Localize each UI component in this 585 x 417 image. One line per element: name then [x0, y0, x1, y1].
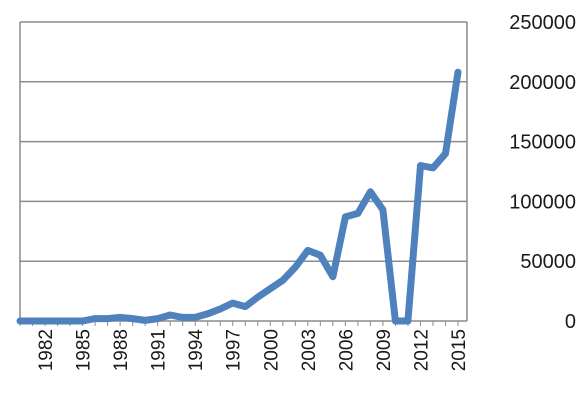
data-point — [155, 316, 161, 322]
data-point — [367, 189, 373, 195]
data-point — [455, 69, 461, 75]
y-tick-label: 150000 — [509, 132, 576, 154]
data-point — [442, 151, 448, 157]
y-tick-labels: 0 50000 100000 150000 200000 250000 — [509, 12, 576, 333]
y-tick-label: 50000 — [520, 251, 576, 273]
data-point — [255, 294, 261, 300]
data-point — [17, 318, 23, 324]
data-point — [242, 304, 248, 310]
data-point — [142, 317, 148, 323]
data-point — [405, 318, 411, 324]
x-tick-label: 1982 — [36, 329, 57, 371]
x-tick-label: 2009 — [374, 329, 395, 371]
data-point — [430, 165, 436, 171]
y-tick-label: 200000 — [509, 72, 576, 94]
x-tick-label: 2000 — [261, 329, 282, 371]
data-point — [355, 210, 361, 216]
data-point — [330, 274, 336, 280]
data-point — [180, 314, 186, 320]
data-point — [267, 286, 273, 292]
x-tick-label: 2006 — [336, 329, 357, 371]
x-tick-label: 1988 — [111, 329, 132, 371]
data-point — [42, 318, 48, 324]
y-tick-label: 250000 — [509, 12, 576, 34]
data-point — [167, 312, 173, 318]
data-point — [417, 163, 423, 169]
data-point — [117, 314, 123, 320]
data-point — [130, 316, 136, 322]
data-point — [30, 318, 36, 324]
data-point — [230, 300, 236, 306]
data-point — [92, 316, 98, 322]
data-point — [317, 252, 323, 258]
x-tick-label: 2012 — [411, 329, 432, 371]
x-tick-label: 1994 — [186, 329, 207, 372]
data-point — [292, 264, 298, 270]
x-tick-labels: 1982 1985 1988 1991 1994 1997 2000 2003 2006 2009… — [36, 329, 470, 372]
x-tick-label: 2003 — [299, 329, 320, 371]
x-tick-label: 2015 — [449, 329, 470, 371]
data-point — [80, 318, 86, 324]
x-tick-label: 1985 — [74, 329, 95, 371]
data-point — [392, 318, 398, 324]
y-tick-label: 100000 — [509, 191, 576, 213]
series-line — [16, 68, 462, 325]
data-point — [192, 314, 198, 320]
data-point — [105, 316, 111, 322]
data-point — [380, 207, 386, 213]
data-point — [342, 214, 348, 220]
gridlines — [20, 21, 467, 262]
data-point — [67, 318, 73, 324]
y-tick-label: 0 — [565, 311, 576, 333]
data-point — [205, 311, 211, 317]
x-tick-label: 1991 — [149, 329, 170, 371]
x-tick-label: 1997 — [224, 329, 245, 371]
data-point — [217, 306, 223, 312]
axes — [19, 22, 468, 326]
series-layer — [16, 68, 462, 325]
data-point — [55, 318, 61, 324]
data-point — [280, 277, 286, 283]
data-point — [305, 247, 311, 253]
